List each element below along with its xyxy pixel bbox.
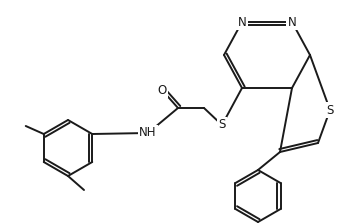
Text: O: O	[157, 83, 166, 97]
Text: N: N	[288, 16, 296, 29]
Text: N: N	[238, 16, 246, 29]
Text: S: S	[218, 118, 226, 132]
Text: NH: NH	[139, 126, 157, 140]
Text: S: S	[326, 103, 334, 116]
